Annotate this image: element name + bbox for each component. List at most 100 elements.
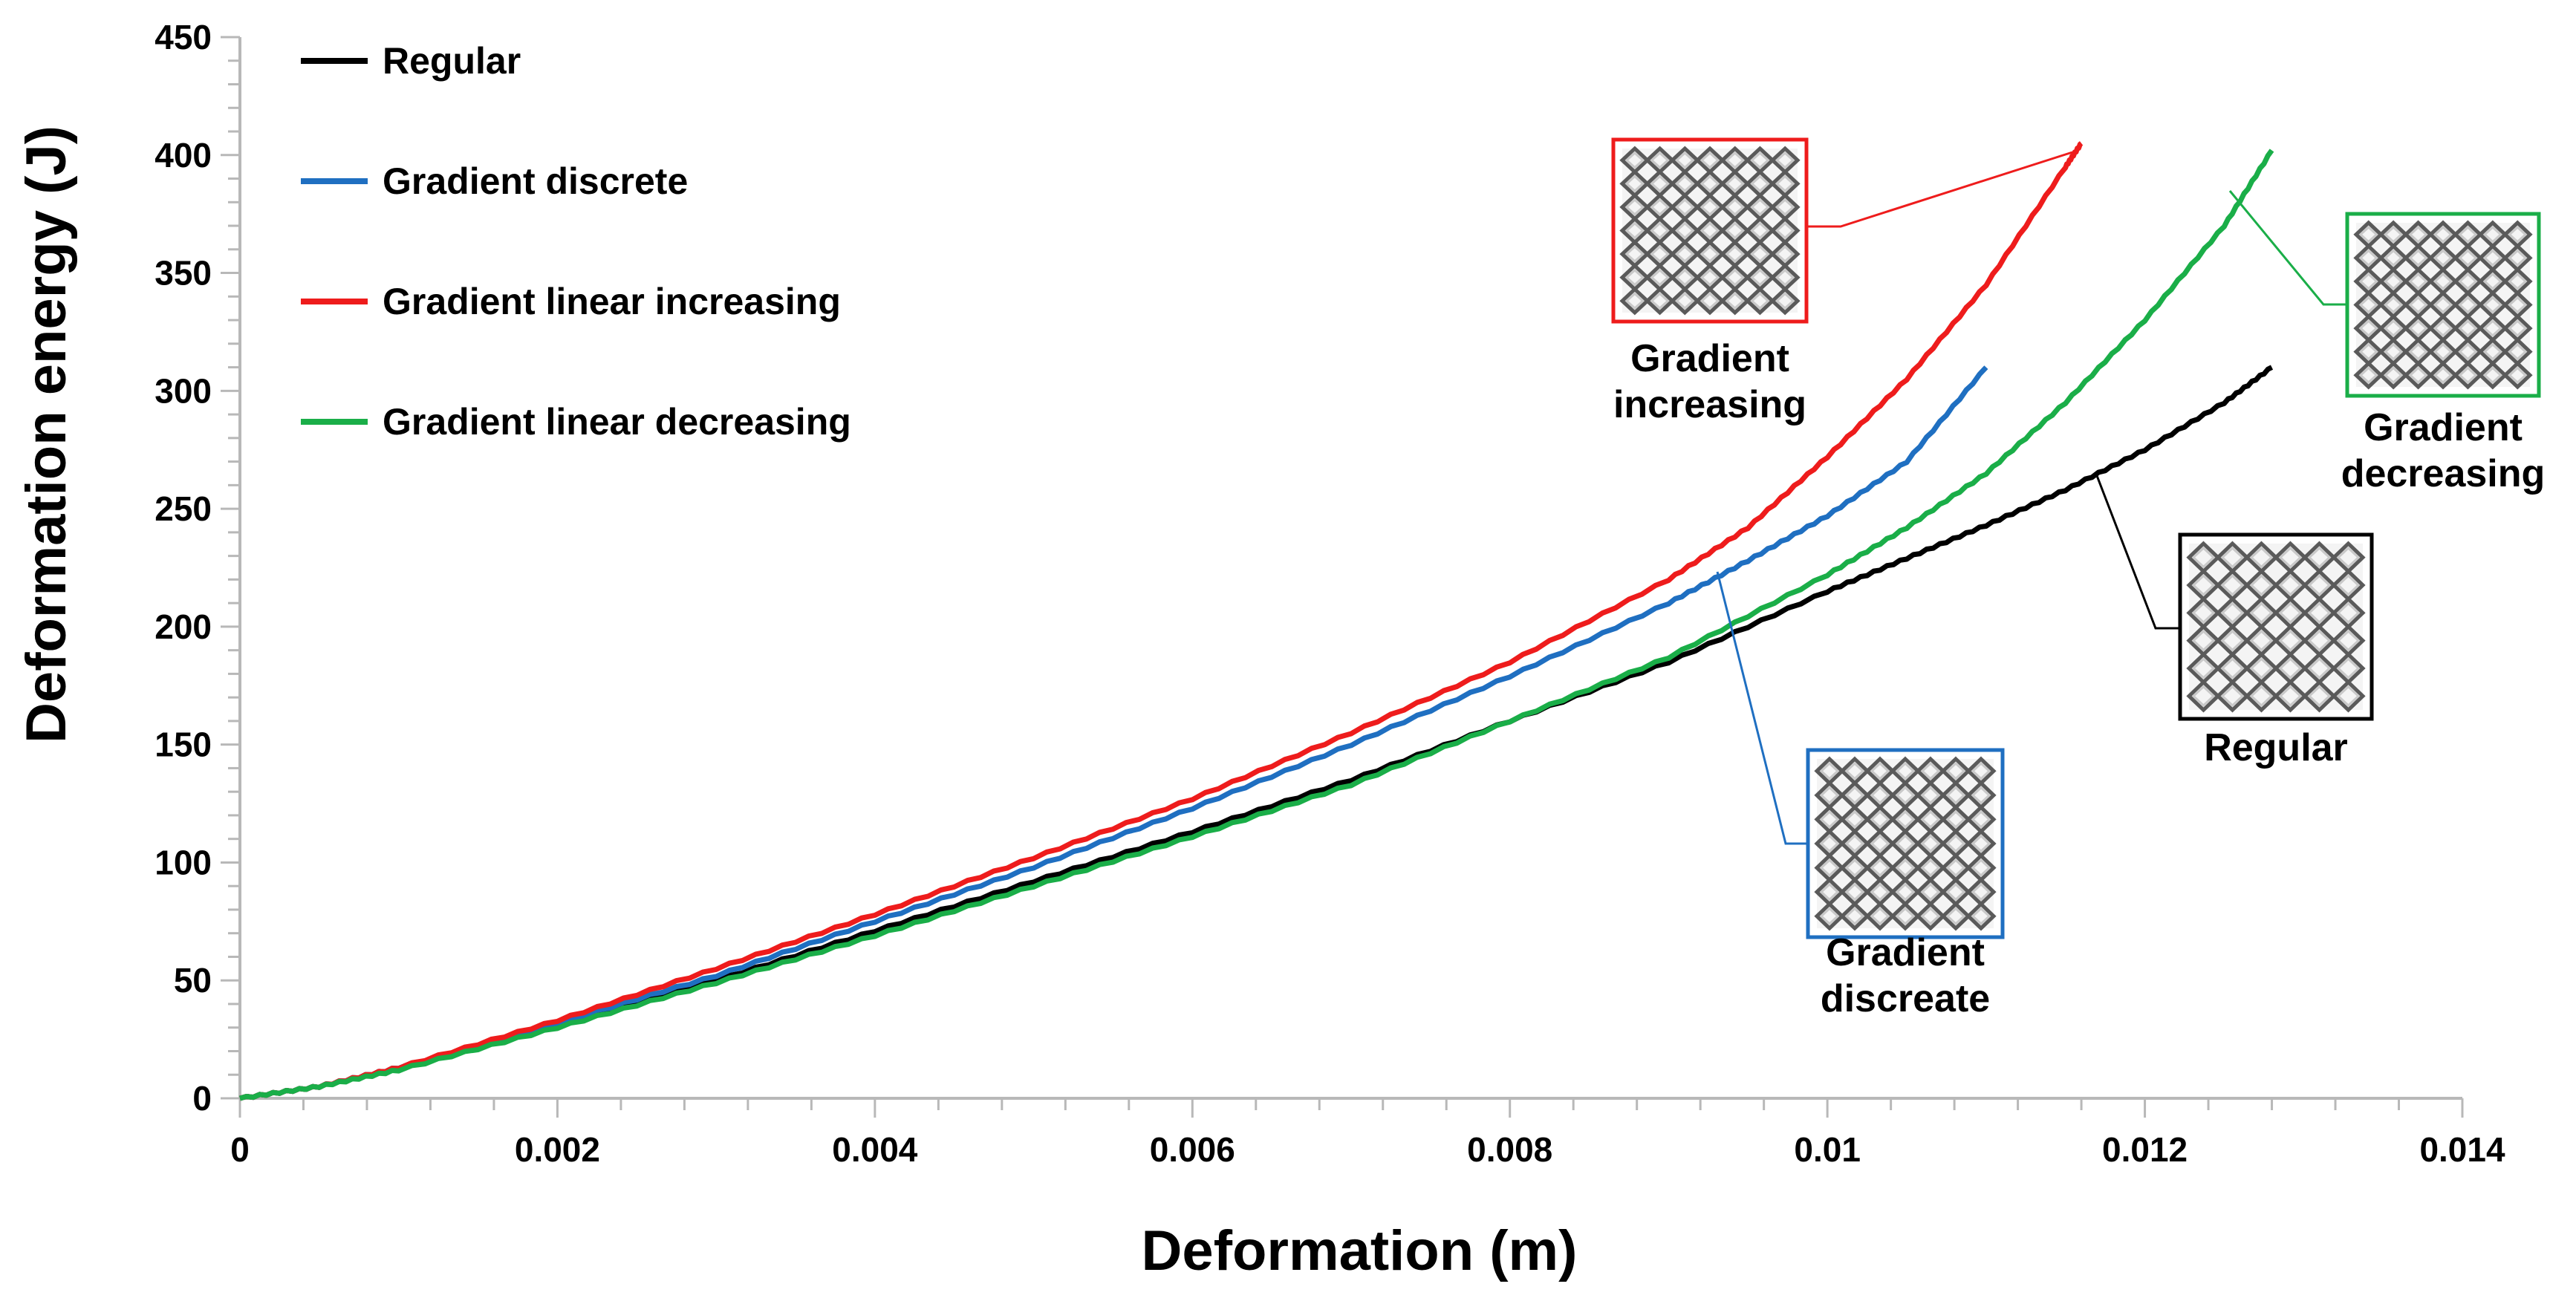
lattice-cell-highlight [1945, 882, 1966, 902]
inset-frame [2178, 532, 2374, 721]
lattice-cell-highlight [2336, 657, 2361, 679]
lattice-inset-image [1619, 146, 1801, 316]
lattice-cell-highlight [2433, 225, 2453, 244]
lattice-cell-highlight [1945, 786, 1966, 805]
lattice-cell-highlight [1920, 834, 1941, 853]
lattice-cell-highlight [1819, 882, 1840, 902]
y-tick-label: 300 [155, 371, 212, 410]
inset-caption: Gradient [1630, 337, 1789, 380]
lattice-cell-highlight [1920, 882, 1941, 902]
y-tick-label: 250 [155, 489, 212, 528]
lattice-cell-highlight [2191, 546, 2216, 569]
lattice-cell-highlight [2307, 602, 2332, 625]
lattice-cell-highlight [1675, 151, 1695, 169]
x-tick-label: 0.006 [1150, 1130, 1235, 1169]
lattice-cell [1744, 287, 1775, 316]
legend-label: Gradient discrete [383, 160, 688, 202]
lattice-cell-highlight [1971, 810, 1991, 829]
annotation-leader-line [2095, 473, 2180, 630]
lattice-cell-highlight [2249, 574, 2274, 596]
lattice-cell-highlight [1971, 786, 1991, 805]
lattice-cell-highlight [2458, 225, 2478, 244]
lattice-cell-highlight [1870, 786, 1890, 805]
x-tick-label: 0.004 [832, 1130, 918, 1169]
lattice-cell [2244, 679, 2279, 713]
lattice-cell-highlight [1895, 834, 1916, 853]
lattice-cell-highlight [1675, 245, 1695, 263]
lattice-cell-highlight [1750, 198, 1770, 216]
inset-caption: Gradient [1826, 931, 1985, 974]
lattice-cell-highlight [2508, 225, 2528, 244]
lattice-cell [2378, 360, 2409, 390]
lattice-cell-highlight [1945, 810, 1966, 829]
lattice-cell-highlight [2433, 273, 2453, 290]
lattice-cell-highlight [2278, 546, 2303, 569]
lattice-cell-highlight [1895, 761, 1916, 780]
y-tick-label: 400 [155, 136, 212, 175]
lattice-cell-highlight [1844, 810, 1865, 829]
lattice-cell-highlight [1700, 245, 1720, 263]
lattice-cell-highlight [1775, 151, 1795, 169]
annotation-leader-line [1716, 571, 1808, 845]
lattice-cell-highlight [1895, 858, 1916, 877]
lattice-cell-highlight [2220, 574, 2245, 596]
lattice-cell [2273, 679, 2308, 713]
inset-frame [1806, 748, 2005, 939]
lattice-inset-image [1814, 756, 1997, 931]
inset-frame [1611, 137, 1809, 324]
lattice-cell-highlight [2358, 249, 2378, 267]
lattice-cell-highlight [2433, 249, 2453, 267]
lattice-cell-highlight [2278, 685, 2303, 708]
x-tick-label: 0 [230, 1130, 250, 1169]
lattice-cell-highlight [2278, 629, 2303, 652]
axes [238, 37, 2462, 1100]
lattice-cell-highlight [1971, 882, 1991, 902]
lattice-cell-highlight [1819, 834, 1840, 853]
lattice-cell-highlight [1750, 292, 1770, 310]
lattice-cell-highlight [1750, 245, 1770, 263]
lattice-cell-highlight [1624, 268, 1645, 287]
lattice-cell-highlight [2191, 685, 2216, 708]
lattice-cell-highlight [1624, 221, 1645, 240]
lattice-cell-highlight [1945, 907, 1966, 926]
lattice-cell-highlight [2249, 546, 2274, 569]
lattice-cell-highlight [1971, 907, 1991, 926]
lattice-cell-highlight [1895, 907, 1916, 926]
lattice-cell [2403, 360, 2433, 390]
lattice-cell [1669, 287, 1700, 316]
x-axis-title: Deformation (m) [1142, 1219, 1578, 1282]
lattice-cell-highlight [1700, 151, 1720, 169]
inset-caption: Regular [2204, 726, 2348, 769]
lattice-cell-highlight [2458, 249, 2478, 267]
lattice-cell-highlight [2249, 657, 2274, 679]
lattice-cell-highlight [2482, 342, 2502, 361]
lattice-cell-highlight [1920, 810, 1941, 829]
lattice-cell-highlight [1844, 882, 1865, 902]
lattice-cell-highlight [1844, 786, 1865, 805]
lattice-cell-highlight [1700, 198, 1720, 216]
lattice-cell-highlight [2336, 629, 2361, 652]
lattice-cell-highlight [1819, 761, 1840, 780]
lattice-cell-highlight [2384, 296, 2404, 314]
legend-label: Gradient linear decreasing [383, 401, 851, 443]
lattice-cell-highlight [2249, 602, 2274, 625]
lattice-cell-highlight [1624, 292, 1645, 310]
inset-caption: decreasing [2341, 452, 2546, 495]
lattice-cell-highlight [1675, 268, 1695, 287]
lattice-cell-highlight [1650, 245, 1670, 263]
lattice-cell-highlight [2482, 273, 2502, 290]
lattice-cell-highlight [1870, 834, 1890, 853]
lattice-cell-highlight [1920, 761, 1941, 780]
lattice-cell [1940, 901, 1971, 931]
lattice-cell-highlight [1971, 834, 1991, 853]
lattice-cell [1645, 287, 1676, 316]
y-tick-label: 200 [155, 607, 212, 646]
x-tick-label: 0.012 [2102, 1130, 2188, 1169]
lattice-cell-highlight [2508, 273, 2528, 290]
lattice-cell-highlight [1971, 761, 1991, 780]
lattice-cell-highlight [2220, 629, 2245, 652]
lattice-cell-highlight [2384, 225, 2404, 244]
lattice-cell [2477, 360, 2508, 390]
lattice-cell-highlight [2458, 273, 2478, 290]
